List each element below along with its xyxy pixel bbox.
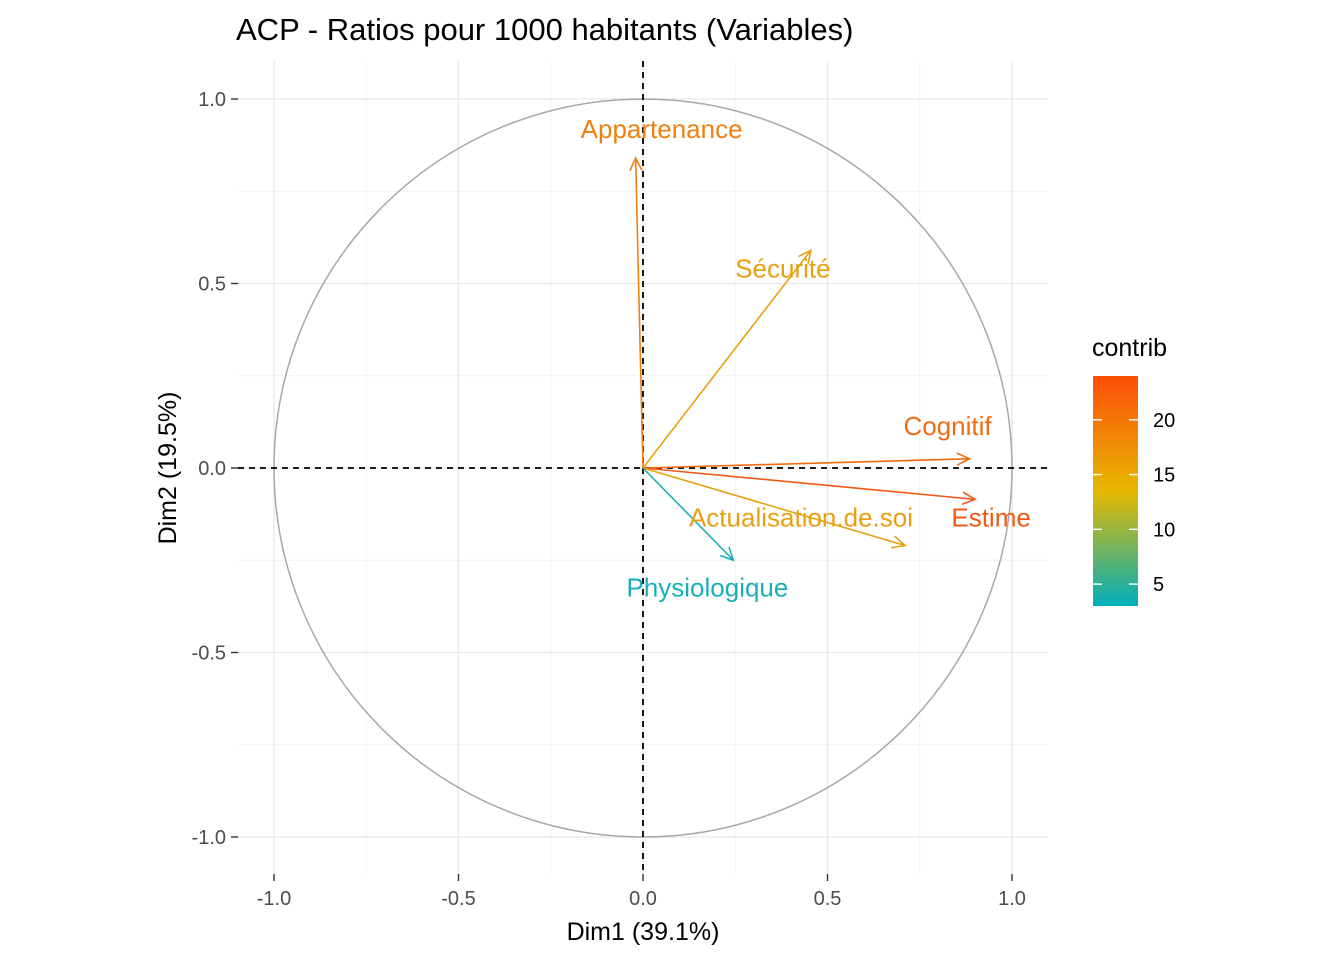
- y-tick-label: 0.5: [198, 274, 226, 296]
- x-tick-label: -1.0: [257, 888, 291, 910]
- x-axis-label: Dim1 (39.1%): [567, 918, 720, 946]
- variable-arrow-0: [629, 156, 644, 469]
- x-tick-label: 1.0: [998, 888, 1026, 910]
- variable-arrow-1: [642, 248, 813, 469]
- y-tick-label: 1.0: [198, 89, 226, 111]
- arrow-head: [719, 546, 735, 562]
- variable-label: Cognitif: [903, 411, 992, 441]
- x-tick-label: -0.5: [441, 888, 475, 910]
- chart-title: ACP - Ratios pour 1000 habitants (Variab…: [236, 12, 853, 47]
- y-tick-label: -0.5: [192, 643, 226, 665]
- legend-tick-label: 20: [1153, 410, 1175, 432]
- variable-arrow-3: [642, 467, 977, 505]
- variable-labels: Appartenance Sécurité Cognitif Estime Actual…: [581, 114, 1031, 602]
- reference-lines: [238, 61, 1048, 874]
- arrow-shaft: [642, 457, 970, 469]
- legend-tick-label: 10: [1153, 519, 1175, 541]
- y-tick-label: 0.0: [198, 458, 226, 480]
- y-axis-label: Dim2 (19.5%): [154, 392, 182, 545]
- legend-colorbar: [1093, 376, 1138, 606]
- y-tick-label: -1.0: [192, 827, 226, 849]
- variable-label: Appartenance: [581, 114, 743, 144]
- arrow-head: [956, 452, 972, 466]
- arrow-shaft: [642, 467, 734, 561]
- arrow-head: [629, 156, 643, 172]
- variable-label: Estime: [951, 502, 1030, 532]
- arrow-head: [891, 535, 907, 549]
- variable-arrow-5: [642, 467, 735, 562]
- x-tick-label: 0.0: [629, 888, 657, 910]
- variable-label: Physiologique: [626, 572, 788, 602]
- variable-arrow-2: [642, 452, 972, 469]
- variable-arrows: [629, 156, 977, 562]
- legend-tick-label: 15: [1153, 465, 1175, 487]
- arrow-shaft: [634, 158, 644, 469]
- axis-ticks: -1.0 -0.5 0.0 0.5 1.0 -1.0 -0.5 0.0 0.5 1.0: [192, 89, 1026, 910]
- legend: contrib 5 10 15 20: [1092, 334, 1175, 606]
- legend-ticks: 5 10 15 20: [1093, 410, 1175, 596]
- arrow-head: [961, 491, 977, 505]
- x-tick-label: 0.5: [814, 888, 842, 910]
- arrow-shaft: [642, 467, 906, 547]
- legend-title: contrib: [1092, 334, 1167, 362]
- arrow-head: [798, 248, 813, 265]
- legend-tick-label: 5: [1153, 574, 1164, 596]
- variable-label: Actualisation.de.soi: [689, 502, 913, 532]
- arrow-shaft: [642, 249, 812, 469]
- variable-arrow-4: [642, 467, 907, 549]
- variable-label: Sécurité: [735, 253, 830, 283]
- arrow-shaft: [642, 467, 976, 501]
